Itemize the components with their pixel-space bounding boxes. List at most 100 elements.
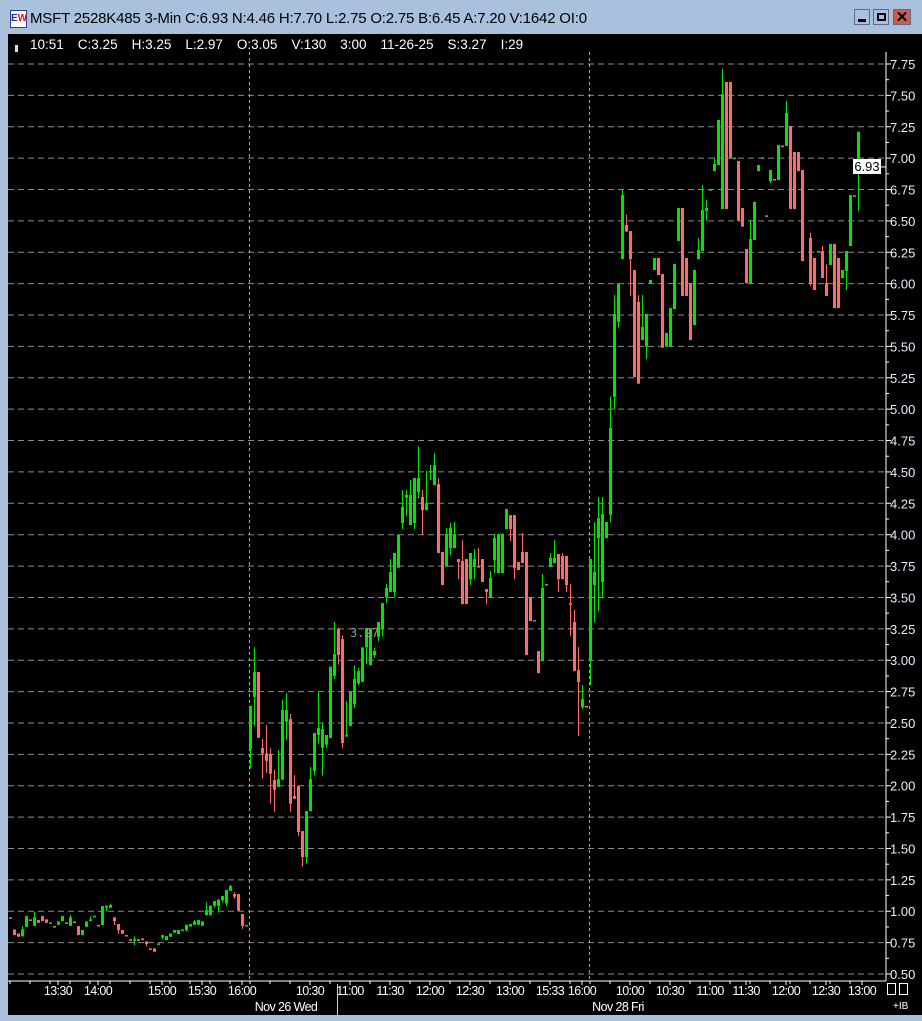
candle-body [121,930,124,934]
candle-body [789,126,792,209]
candle [289,714,292,812]
candle-body [593,572,596,586]
candle-body [221,896,224,901]
candle [301,831,304,867]
x-tick-label: 11:00 [696,984,724,998]
candle [421,490,424,536]
title-bar: EW MSFT 2528K485 3-Min C:6.93 N:4.46 H:7… [0,0,922,34]
candle-body [181,929,184,931]
candle [269,748,272,804]
candle-body [165,936,168,941]
layout-box-icon[interactable] [899,983,908,995]
candle-body [401,507,404,524]
candle-body [101,906,104,926]
candle [89,916,92,922]
y-tick-label: 6.25 [890,245,915,260]
candle-body [65,922,68,924]
candle [157,943,160,945]
candle-body [521,552,524,564]
candle-body [149,948,152,950]
x-tick-label: 12:00 [772,984,801,998]
candle [205,902,208,916]
info-i: I:29 [500,37,524,52]
candle-body [589,559,592,662]
candle [133,936,136,946]
candle [633,269,636,378]
candle-body [601,514,604,583]
y-tick-label: 6.75 [890,183,915,198]
candle [465,559,468,605]
candle-body [245,925,248,927]
candle-body [557,554,560,580]
ib-toggle[interactable]: +IB [893,1001,909,1012]
chart-area[interactable] [8,34,922,1015]
maximize-button[interactable] [873,9,889,25]
candle-body [509,515,512,530]
candle-body [217,899,220,906]
candle-body [809,237,812,285]
candle [837,258,840,309]
candle-body [773,178,776,181]
candle-body [365,628,368,648]
candle [361,647,364,682]
candle-body [297,786,300,833]
y-tick-label: 3.00 [890,653,915,668]
candle-body [641,327,644,341]
candle-body [45,919,48,923]
candle [469,553,472,586]
candle [101,906,104,926]
candle-body [597,518,600,539]
info-date: 11-26-25 [380,37,434,52]
y-tick-label: 2.75 [890,685,915,700]
x-tick-label: 14:00 [84,984,113,998]
info-open: O:3.05 [236,37,278,52]
x-tick-label: 16:00 [228,984,257,998]
x-tick-label: 12:00 [416,984,445,998]
candle-body [325,735,328,745]
candle [725,81,728,209]
candle [229,884,232,891]
candle [505,509,508,530]
candle-body [73,921,76,923]
candle-body [193,921,196,925]
candle-body [357,671,360,684]
candle [161,935,164,939]
x-tick-label: 12:30 [456,984,485,998]
y-tick-label: 6.50 [890,214,915,229]
candle [209,905,212,916]
y-tick-label: 2.00 [890,779,915,794]
candle-body [233,894,236,897]
candle-body [733,157,736,160]
candle [581,685,584,710]
candle-body [229,886,232,891]
candle [825,264,828,296]
candle [625,214,628,232]
candle-body [577,670,580,683]
candle-body [709,189,712,191]
candle-body [517,562,520,571]
candle [481,559,484,583]
candle [789,126,792,209]
candle-body [749,238,752,284]
candle [193,920,196,925]
candle-body [329,666,332,738]
close-button[interactable]: ✕ [893,9,911,26]
candle [433,453,436,486]
layout-box-icon[interactable] [887,983,896,995]
candle-body [33,917,36,926]
candle [685,258,688,296]
minimize-button[interactable] [854,9,870,25]
candle-body [565,556,568,586]
y-tick-label: 2.50 [890,716,915,731]
candle-body [697,250,700,260]
candle-body [185,924,188,931]
candle [273,770,276,812]
candle-body [585,706,588,708]
candle-body [653,258,656,270]
candle [441,552,444,586]
candle-body [617,283,620,322]
candle-body [761,157,764,159]
candle [605,522,608,539]
candle-body [105,906,108,908]
